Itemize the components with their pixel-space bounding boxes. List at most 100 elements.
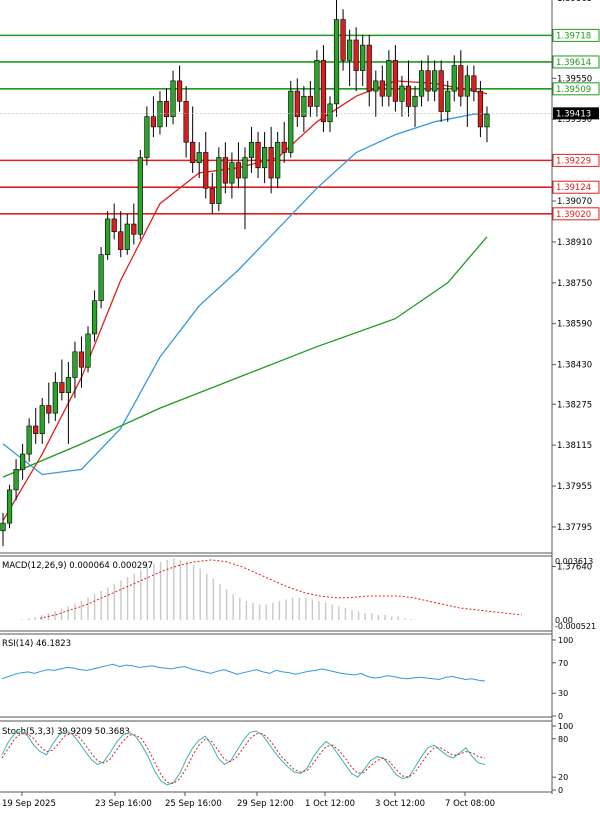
candle-up [288,90,294,153]
moving-average-line [2,236,488,478]
time-axis-label: 23 Sep 16:00 [95,799,152,809]
candle-down [438,70,444,112]
candle-down [405,85,412,107]
candle-up [360,44,366,71]
candle-up [144,116,150,158]
candle-down [294,90,300,117]
price-tick-label: 1.39070 [557,197,592,207]
candle-up [451,65,457,92]
price-tick-label: 1.37955 [557,482,592,492]
candle-up [39,405,45,434]
candle-up [229,162,235,184]
candle-up [20,453,26,470]
candle-up [65,377,71,394]
candle-up [85,333,91,368]
candle-down [458,65,464,97]
candle-down [471,75,477,92]
candle-up [137,157,143,235]
time-axis-label: 3 Oct 12:00 [375,799,425,809]
candle-down [255,141,261,169]
candle-down [235,162,242,179]
level-tag [552,28,600,42]
candle-up [196,152,202,163]
candle-down [307,95,313,107]
candle-down [59,382,65,394]
candle-down [209,187,215,204]
rsi-axis-label: 0 [558,712,563,721]
candle-down [78,351,85,368]
candle-down [222,157,228,184]
candle-down [340,19,346,61]
price-tick-label: 1.38275 [557,400,592,410]
level-label: 1.39614 [556,58,591,68]
candle-down [281,141,287,153]
stoch-axis-label: 80 [558,735,568,744]
time-axis-label: 19 Sep 2025 [2,799,56,809]
candle-up [98,254,104,302]
level-tag [552,55,600,69]
rsi-label: RSI(14) 46.1823 [2,639,71,649]
candle-down [111,218,117,233]
level-label: 1.39509 [556,85,591,95]
candle-down [379,80,385,97]
level-tag [552,82,600,96]
price-tick-label: 1.38115 [557,441,592,451]
stoch-k-line [1,730,486,786]
candle-down [190,141,196,163]
price-tick-label: 1.39550 [557,74,592,84]
price-tick-label: 1.38590 [557,320,592,330]
candle-up [216,157,222,204]
candle-up [327,103,333,123]
rsi-axis-label: 70 [558,659,568,668]
candle-up [484,113,490,128]
candle-down [131,223,137,235]
candle-up [347,39,353,61]
price-tick-label: 1.39390 [557,115,592,125]
candle-up [72,351,78,378]
price-tick-label: 1.37640 [557,563,592,573]
level-tag [552,180,600,194]
rsi-line [1,663,486,682]
candle-up [124,223,130,250]
candle-up [105,218,111,256]
macd-axis-label: -0.000521 [555,622,596,631]
candle-down [150,116,157,128]
candle-up [464,75,470,97]
level-tag [552,207,600,221]
candle-up [52,382,58,414]
time-axis-label: 25 Sep 16:00 [165,799,222,809]
candle-up [418,70,425,97]
candle-down [176,80,183,102]
candle-up [261,147,268,169]
level-label: 1.39020 [556,210,591,220]
stoch-d-line [1,733,486,785]
current-price-tag [553,107,599,120]
candle-down [203,152,209,189]
candle-down [353,39,359,71]
candle-up [445,90,451,112]
candle-down [33,425,39,434]
macd-axis-label: 0.00 [555,616,573,625]
candle-down [183,101,189,143]
rsi-axis-label: 100 [558,636,573,645]
price-tick-label: 1.38910 [557,238,592,248]
level-label: 1.39124 [556,183,591,193]
candle-up [91,300,98,335]
current-price-label: 1.39413 [556,109,591,119]
moving-average-line [2,113,487,476]
candle-up [157,101,163,128]
level-label: 1.39229 [556,156,591,166]
candle-up [386,60,392,97]
candle-up [26,425,32,455]
level-label: 1.39718 [556,31,591,41]
price-tick-label: 1.38430 [557,361,592,371]
price-tick-label: 1.39865 [557,0,592,4]
candle-down [320,60,327,123]
candle-down [425,70,431,92]
candle-down [392,60,399,102]
stoch-axis-label: 20 [558,773,568,782]
candle-up [373,80,379,92]
